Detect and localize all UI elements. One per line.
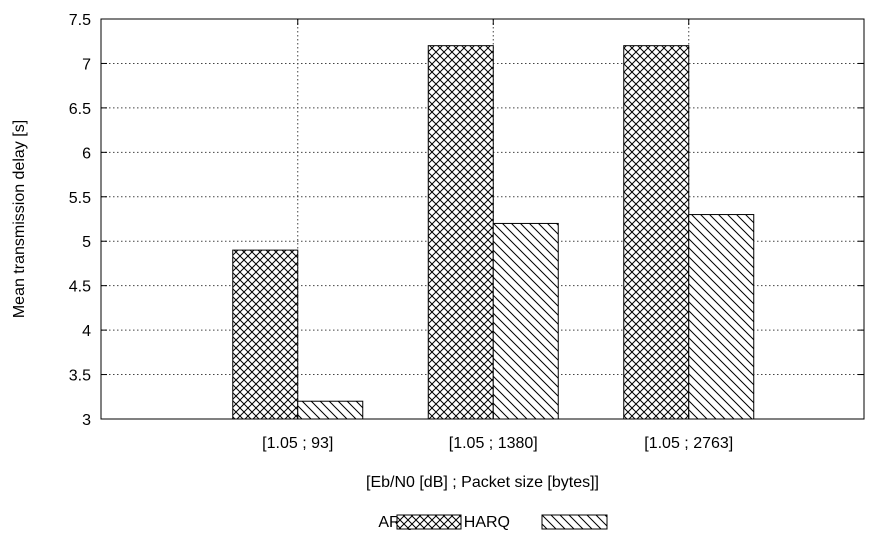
legend-label-harq: HARQ (464, 514, 510, 531)
legend-swatch-harq (541, 514, 608, 530)
y-tick-label: 4.5 (69, 279, 91, 296)
y-tick-label: 5 (82, 234, 91, 251)
bar-harq-1 (297, 400, 364, 420)
x-axis-label: [Eb/N0 [dB] ; Packet size [bytes]] (366, 474, 599, 491)
bar-harq-3 (688, 214, 755, 420)
y-tick-label: 4 (82, 323, 91, 340)
x-tick-label: [1.05 ; 1380] (449, 435, 538, 452)
y-tick-label: 7 (82, 56, 91, 73)
x-tick-label: [1.05 ; 93] (262, 435, 333, 452)
y-tick-label: 6.5 (69, 101, 91, 118)
bar-harq-2 (492, 222, 559, 420)
y-tick-label: 3 (82, 412, 91, 429)
bars (232, 45, 755, 420)
y-axis-ticks: 3 3.5 4 4.5 5 5.5 6 6.5 7 7.5 (69, 12, 864, 429)
bar-arq-3 (623, 45, 690, 420)
x-tick-label: [1.05 ; 2763] (644, 435, 733, 452)
legend-swatch-arq (396, 514, 462, 530)
y-tick-label: 3.5 (69, 368, 91, 385)
y-tick-label: 5.5 (69, 190, 91, 207)
bar-arq-1 (232, 249, 299, 420)
bar-arq-2 (427, 45, 494, 420)
legend: ARQ HARQ (378, 514, 608, 531)
y-axis-label: Mean transmission delay [s] (11, 120, 28, 318)
plot-frame (100, 18, 865, 420)
y-tick-label: 7.5 (69, 12, 91, 29)
x-axis-ticks: [1.05 ; 93] [1.05 ; 1380] [1.05 ; 2763] (262, 19, 733, 452)
y-tick-label: 6 (82, 145, 91, 162)
